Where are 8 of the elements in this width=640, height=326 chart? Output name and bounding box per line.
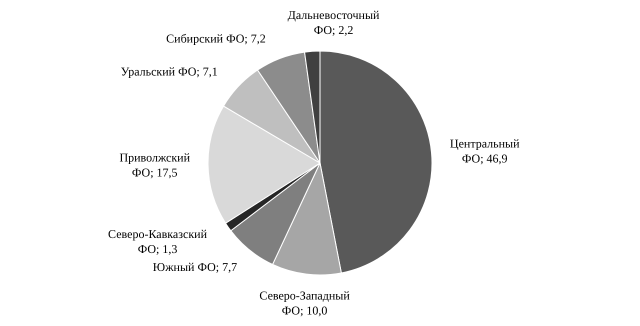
slice-label: Дальневосточный ФО; 2,2 xyxy=(288,8,380,37)
slice-label: Северо-Западный ФО; 10,0 xyxy=(259,288,350,318)
slice-label: Сибирский ФО; 7,2 xyxy=(166,31,266,46)
slice-label: Уральский ФО; 7,1 xyxy=(120,64,218,78)
slice-label: Северо-Кавказский ФО; 1,3 xyxy=(108,226,208,256)
slice-label: Приволжский ФО; 17,5 xyxy=(119,150,191,180)
slice-label: Южный ФО; 7,7 xyxy=(152,260,238,274)
slice-label: Центральный ФО; 46,9 xyxy=(450,136,520,166)
